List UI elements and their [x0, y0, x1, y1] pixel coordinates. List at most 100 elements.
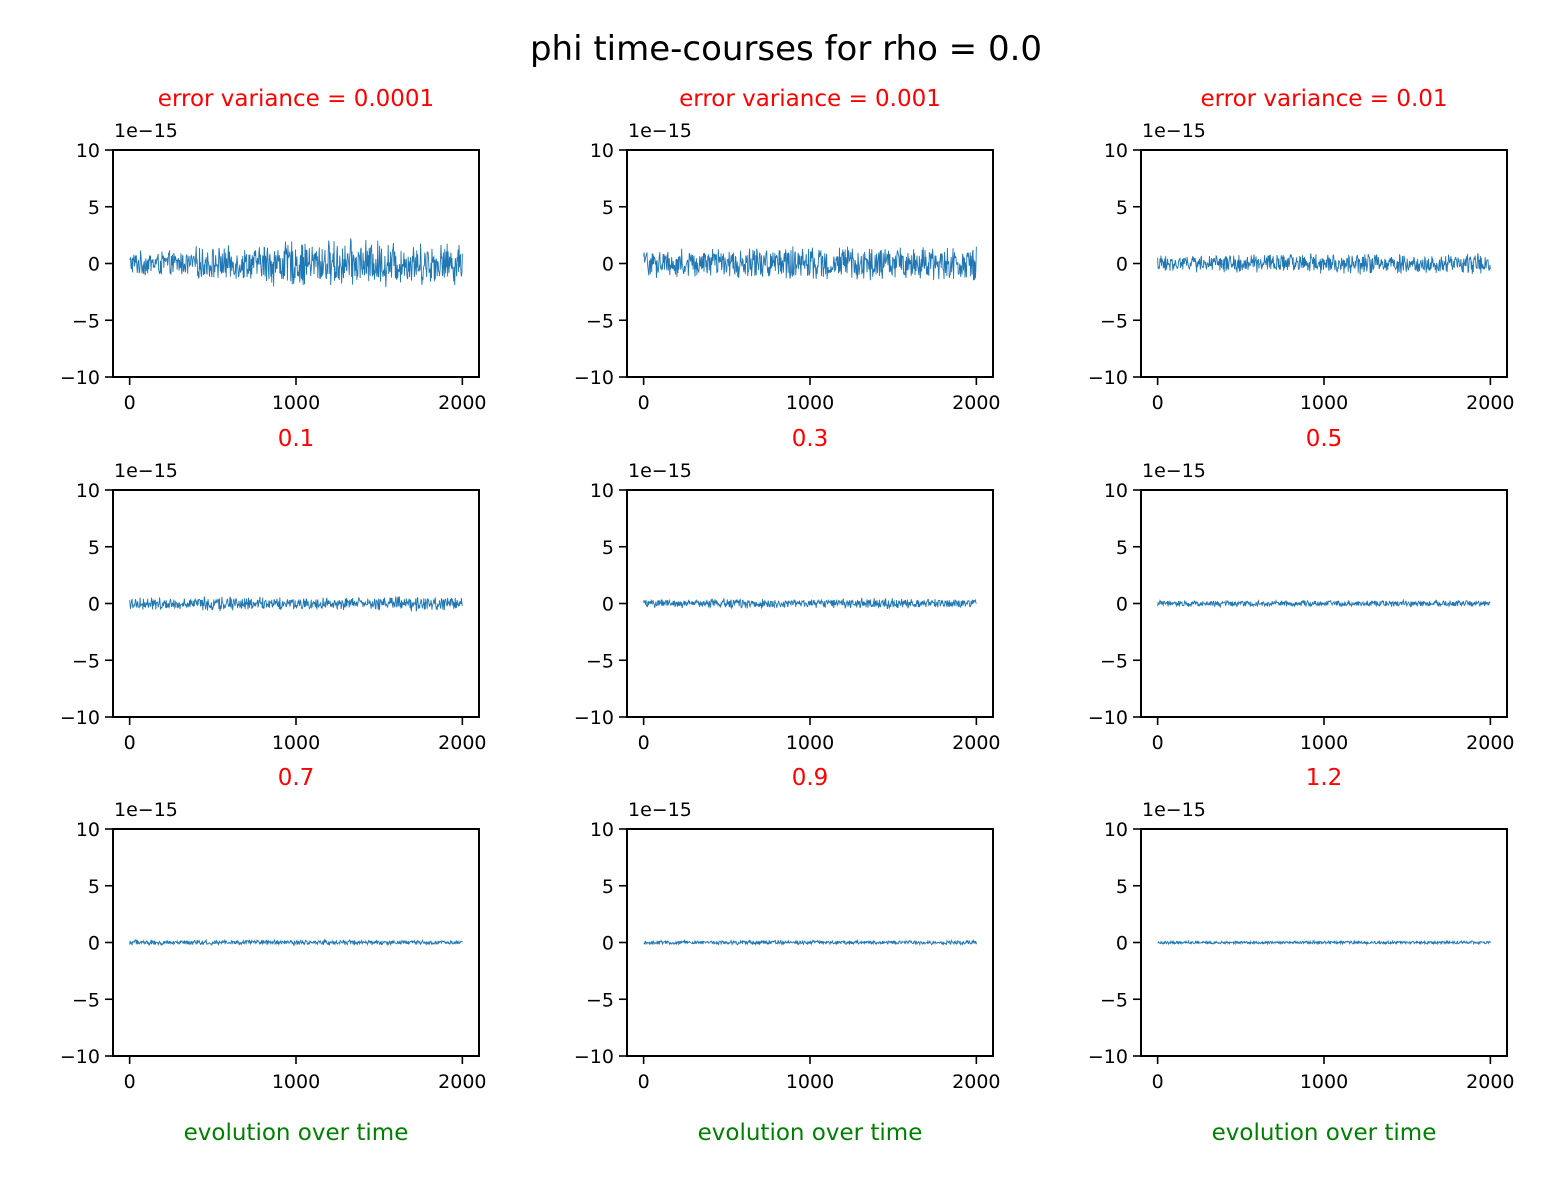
subplot-2: error variance = 0.001 1e−15 0 1000 2000 10 5 0…: [574, 86, 1001, 414]
x-tick-label: 1000: [1300, 732, 1348, 754]
y-tick-label: 0: [602, 254, 614, 276]
subplot-title: 0.1: [278, 426, 315, 452]
subplot-4: 0.1 1e−15 0 1000 2000 10 5 0 −5 −10: [60, 426, 487, 754]
y-tick-label: 10: [590, 480, 614, 502]
x-tick-label: 2000: [952, 1071, 1000, 1093]
x-tick-label: 1000: [272, 392, 320, 414]
y-tick-label: 10: [1104, 819, 1128, 841]
series-line: [1157, 253, 1491, 275]
x-tick-label: 0: [124, 1071, 136, 1093]
y-tick-label: 5: [88, 537, 100, 559]
y-tick-label: −10: [1088, 1046, 1128, 1068]
x-tick-label: 1000: [272, 732, 320, 754]
x-tick-label: 0: [1152, 392, 1164, 414]
subplot-1: error variance = 0.0001 1e−15 0 1000 2000 10 5…: [60, 86, 487, 414]
y-tick-label: 5: [1116, 197, 1128, 219]
x-tick-label: 1000: [272, 1071, 320, 1093]
subplot-title: error variance = 0.001: [679, 86, 941, 112]
y-offset-label: 1e−15: [114, 120, 178, 142]
x-tick-label: 2000: [438, 392, 486, 414]
y-tick-label: −10: [1088, 367, 1128, 389]
y-offset-label: 1e−15: [628, 799, 692, 821]
y-tick-label: −5: [586, 310, 614, 332]
subplot-title: 0.7: [278, 765, 315, 791]
x-tick-label: 1000: [786, 1071, 834, 1093]
x-tick-label: 2000: [438, 1071, 486, 1093]
x-tick-label: 2000: [1466, 1071, 1514, 1093]
series-line: [1157, 939, 1491, 946]
subplot-5: 0.3 1e−15 0 1000 2000 10 5 0 −5 −10: [574, 426, 1001, 754]
subplot-title: 0.5: [1306, 426, 1343, 452]
y-tick-label: 5: [88, 876, 100, 898]
y-offset-label: 1e−15: [1142, 799, 1206, 821]
y-tick-label: 10: [1104, 140, 1128, 162]
series-line: [129, 596, 463, 613]
y-tick-label: −5: [586, 989, 614, 1011]
series-line: [129, 938, 463, 947]
y-tick-label: −10: [574, 707, 614, 729]
x-tick-label: 1000: [1300, 392, 1348, 414]
y-tick-label: 0: [88, 933, 100, 955]
y-tick-label: 0: [1116, 933, 1128, 955]
x-tick-label: 0: [638, 392, 650, 414]
x-tick-label: 0: [1152, 732, 1164, 754]
y-tick-label: 5: [1116, 537, 1128, 559]
y-tick-label: 10: [590, 819, 614, 841]
y-offset-label: 1e−15: [628, 460, 692, 482]
x-axis-label: evolution over time: [184, 1120, 409, 1146]
y-tick-label: 10: [76, 140, 100, 162]
y-tick-label: −10: [574, 367, 614, 389]
y-tick-label: −5: [1100, 310, 1128, 332]
y-tick-label: 0: [1116, 594, 1128, 616]
subplot-title: error variance = 0.01: [1200, 86, 1447, 112]
y-tick-label: 0: [602, 933, 614, 955]
x-tick-label: 0: [124, 392, 136, 414]
x-tick-label: 1000: [1300, 1071, 1348, 1093]
x-tick-label: 2000: [1466, 392, 1514, 414]
figure-suptitle: phi time-courses for rho = 0.0: [530, 29, 1042, 69]
y-offset-label: 1e−15: [114, 799, 178, 821]
y-tick-label: 10: [76, 480, 100, 502]
y-tick-label: 10: [590, 140, 614, 162]
series-line: [643, 938, 977, 947]
y-tick-label: −5: [72, 650, 100, 672]
y-tick-label: 10: [1104, 480, 1128, 502]
x-tick-label: 0: [638, 732, 650, 754]
x-tick-label: 1000: [786, 732, 834, 754]
y-tick-label: −5: [1100, 650, 1128, 672]
y-tick-label: −5: [72, 310, 100, 332]
subplot-3: error variance = 0.01 1e−15 0 1000 2000 10 5 0 −…: [1088, 86, 1515, 414]
series-line: [643, 597, 977, 610]
y-tick-label: −10: [1088, 707, 1128, 729]
subplot-6: 0.5 1e−15 0 1000 2000 10 5 0 −5 −10: [1088, 426, 1515, 754]
x-tick-label: 0: [1152, 1071, 1164, 1093]
y-tick-label: −5: [72, 989, 100, 1011]
x-tick-label: 2000: [438, 732, 486, 754]
series-line: [129, 238, 463, 288]
y-tick-label: 5: [602, 876, 614, 898]
y-tick-label: 0: [88, 254, 100, 276]
y-offset-label: 1e−15: [114, 460, 178, 482]
subplot-title: error variance = 0.0001: [158, 86, 434, 112]
y-tick-label: 5: [602, 537, 614, 559]
y-tick-label: −5: [586, 650, 614, 672]
subplot-title: 1.2: [1306, 765, 1343, 791]
x-tick-label: 2000: [1466, 732, 1514, 754]
x-axis-label: evolution over time: [698, 1120, 923, 1146]
y-offset-label: 1e−15: [1142, 120, 1206, 142]
x-tick-label: 0: [638, 1071, 650, 1093]
x-tick-label: 1000: [786, 392, 834, 414]
y-tick-label: 10: [76, 819, 100, 841]
y-tick-label: 5: [1116, 876, 1128, 898]
subplot-9: 1.2 1e−15 0 1000 2000 10 5 0 −5 −10 evolution over…: [1088, 765, 1515, 1146]
subplot-7: 0.7 1e−15 0 1000 2000 10 5 0 −5 −10 evolution over…: [60, 765, 487, 1146]
y-tick-label: 5: [88, 197, 100, 219]
x-tick-label: 0: [124, 732, 136, 754]
y-tick-label: 0: [1116, 254, 1128, 276]
subplot-8: 0.9 1e−15 0 1000 2000 10 5 0 −5 −10 evolution over…: [574, 765, 1001, 1146]
series-line: [1157, 598, 1491, 609]
y-tick-label: 0: [602, 594, 614, 616]
series-line: [643, 246, 977, 281]
y-offset-label: 1e−15: [628, 120, 692, 142]
